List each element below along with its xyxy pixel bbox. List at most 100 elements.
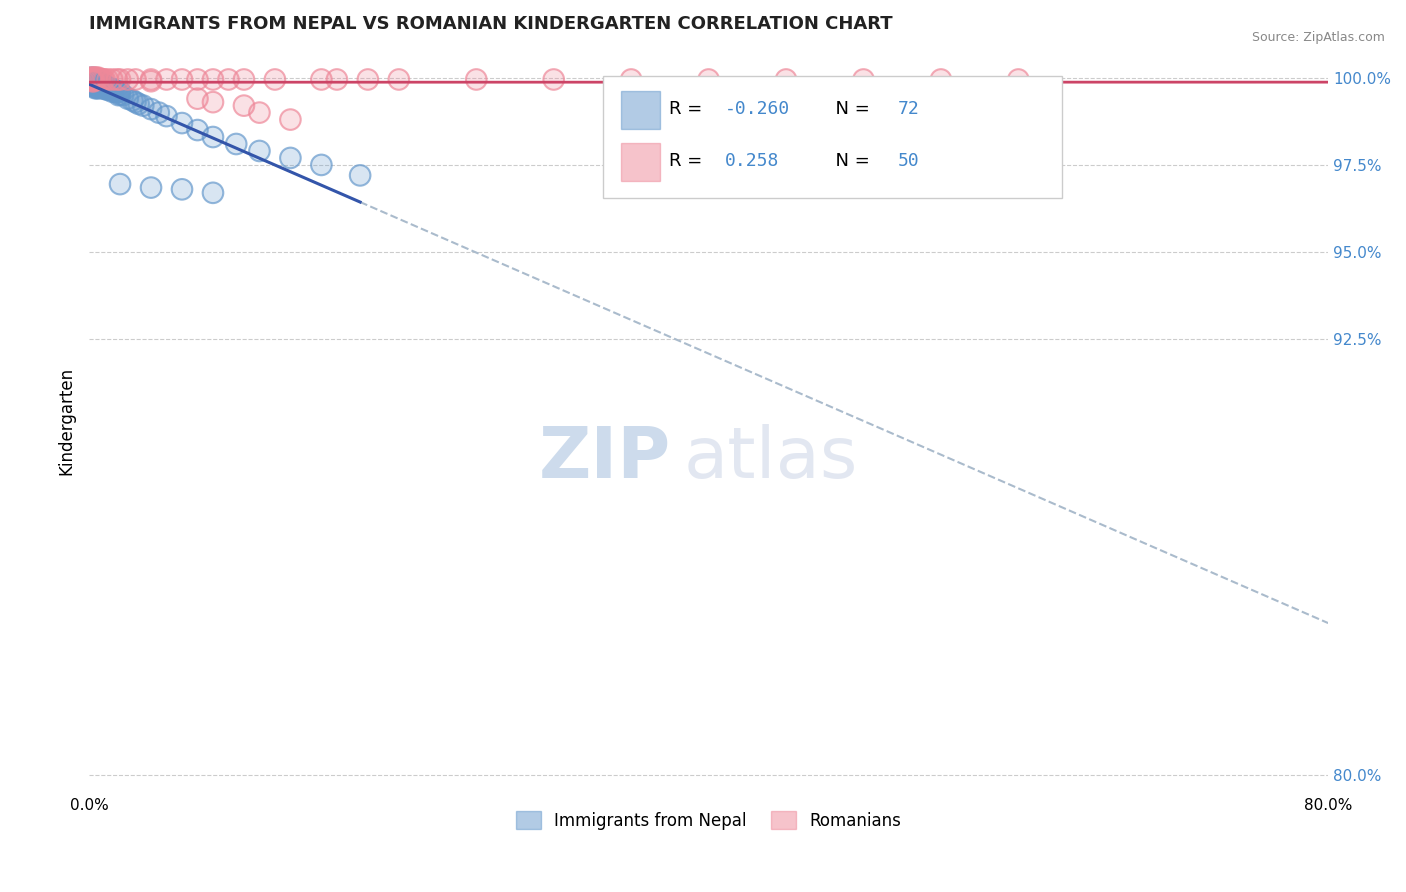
Point	[84, 78, 107, 92]
Point	[225, 136, 247, 151]
Point	[108, 177, 131, 191]
Point	[87, 76, 110, 90]
Point	[82, 72, 104, 87]
Point	[84, 76, 107, 90]
Point	[139, 102, 162, 116]
Point	[103, 83, 125, 97]
Point	[89, 76, 111, 90]
Point	[139, 72, 162, 87]
Point	[86, 78, 108, 92]
Point	[201, 95, 224, 110]
Point	[98, 82, 121, 96]
Point	[83, 78, 105, 92]
Point	[84, 72, 107, 87]
Point	[82, 74, 104, 88]
Point	[82, 72, 104, 87]
Point	[94, 82, 117, 96]
Point	[84, 74, 107, 88]
Point	[91, 72, 114, 87]
Point	[97, 83, 120, 97]
Point	[132, 98, 155, 112]
Point	[82, 76, 104, 90]
Point	[121, 94, 143, 108]
Point	[91, 81, 114, 95]
Point	[465, 72, 488, 87]
Point	[117, 72, 139, 87]
Point	[186, 92, 208, 106]
Point	[97, 72, 120, 87]
Point	[105, 86, 128, 100]
Point	[280, 112, 302, 127]
Point	[86, 72, 108, 87]
Point	[249, 144, 271, 158]
Point	[83, 76, 105, 90]
Point	[108, 177, 131, 191]
Point	[108, 72, 131, 87]
Point	[124, 95, 146, 110]
Point	[86, 72, 108, 87]
Point	[775, 72, 797, 87]
Point	[103, 83, 125, 97]
Point	[170, 182, 193, 196]
Point	[311, 72, 333, 87]
Point	[233, 98, 256, 112]
Text: ZIP: ZIP	[538, 424, 672, 493]
Point	[83, 70, 105, 85]
Point	[82, 78, 104, 92]
Point	[139, 74, 162, 88]
Point	[105, 72, 128, 87]
Point	[86, 81, 108, 95]
Point	[84, 76, 107, 90]
Point	[249, 144, 271, 158]
Point	[100, 83, 122, 97]
Text: R =: R =	[669, 100, 709, 119]
Point	[93, 81, 115, 95]
Point	[93, 72, 115, 87]
Point	[82, 74, 104, 88]
Point	[79, 76, 101, 90]
Point	[93, 78, 115, 93]
Point	[104, 85, 127, 99]
Point	[155, 109, 177, 123]
Point	[87, 78, 110, 92]
Point	[83, 70, 105, 85]
Point	[86, 74, 108, 88]
Point	[186, 72, 208, 87]
Point	[170, 182, 193, 196]
Point	[90, 72, 112, 87]
Point	[90, 78, 112, 92]
Point	[101, 82, 124, 96]
Point	[83, 78, 105, 92]
Point	[79, 78, 101, 92]
Point	[86, 76, 108, 90]
Point	[79, 74, 101, 88]
Point	[465, 72, 488, 87]
Point	[83, 72, 105, 87]
Point	[90, 72, 112, 87]
Point	[84, 81, 107, 95]
Point	[201, 72, 224, 87]
Point	[83, 74, 105, 88]
Point	[83, 79, 105, 94]
Point	[83, 72, 105, 87]
Point	[929, 72, 952, 87]
Point	[90, 78, 112, 92]
Point	[620, 72, 643, 87]
Point	[82, 72, 104, 87]
Point	[1007, 72, 1029, 87]
Point	[128, 96, 150, 111]
Point	[112, 88, 135, 103]
Point	[201, 72, 224, 87]
Point	[82, 74, 104, 88]
Point	[543, 72, 565, 87]
Point	[86, 70, 108, 85]
Point	[84, 70, 107, 85]
Point	[217, 72, 239, 87]
Text: IMMIGRANTS FROM NEPAL VS ROMANIAN KINDERGARTEN CORRELATION CHART: IMMIGRANTS FROM NEPAL VS ROMANIAN KINDER…	[89, 15, 893, 33]
Y-axis label: Kindergarten: Kindergarten	[58, 368, 75, 475]
Point	[82, 70, 104, 85]
Point	[105, 86, 128, 100]
Point	[83, 79, 105, 94]
Text: -0.260: -0.260	[724, 100, 790, 119]
Point	[84, 81, 107, 95]
